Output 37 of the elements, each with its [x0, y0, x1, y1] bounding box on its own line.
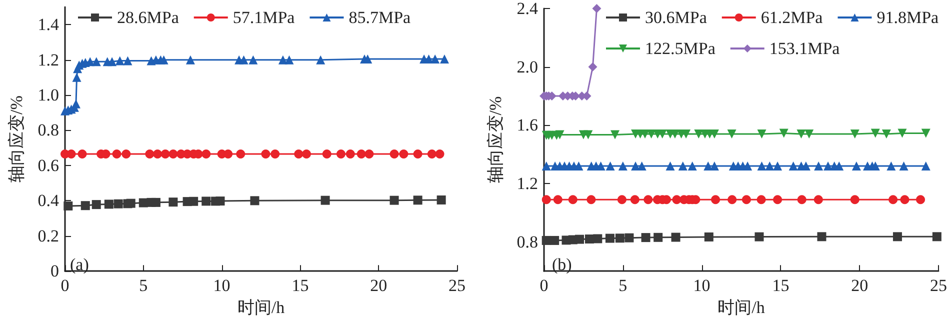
y-tick-label: 2.0 — [516, 57, 538, 76]
annotation: (a) — [70, 255, 89, 274]
x-tick-label: 25 — [448, 276, 466, 296]
x-tick-label: 10 — [213, 276, 230, 296]
y-tick-label: 1.4 — [38, 15, 60, 34]
y-tick-label: 0.8 — [38, 120, 59, 140]
x-tick-label: 20 — [851, 276, 868, 296]
x-tick-label: 25 — [930, 276, 947, 296]
x-axis-title: 时间/h — [718, 298, 766, 317]
legend-label: 153.1MPa — [769, 39, 840, 58]
x-tick-label: 20 — [370, 276, 388, 296]
legend-label: 30.6MPa — [645, 8, 708, 27]
y-axis-title: 轴向应变/% — [486, 96, 505, 184]
y-tick-label: 0.2 — [38, 226, 59, 246]
y-tick-label: 1.0 — [38, 86, 59, 105]
y-tick-label: 1.2 — [516, 174, 538, 194]
x-tick-label: 15 — [772, 276, 790, 296]
y-tick-label: 2.4 — [516, 0, 538, 18]
x-axis-title: 时间/h — [237, 298, 286, 317]
legend-label: 91.8MPa — [876, 8, 940, 27]
x-tick-label: 10 — [693, 276, 710, 296]
legend-label: 57.1MPa — [232, 8, 296, 27]
legend-label: 122.5MPa — [645, 39, 716, 58]
x-tick-label: 15 — [292, 276, 309, 296]
y-tick-label: 0.8 — [516, 232, 538, 252]
y-tick-label: 1.2 — [38, 50, 59, 70]
legend-label: 61.2MPa — [760, 8, 824, 27]
x-tick-label: 5 — [618, 276, 628, 296]
legend-label: 85.7MPa — [348, 8, 412, 27]
annotation: (b) — [552, 255, 572, 274]
y-axis-title: 轴向应变/% — [7, 96, 26, 182]
x-tick-label: 5 — [139, 276, 148, 296]
y-tick-label: 0.6 — [38, 156, 59, 175]
y-tick-label: 1.6 — [516, 116, 538, 135]
legend-label: 28.6MPa — [117, 8, 180, 27]
y-tick-label: 0.4 — [38, 191, 60, 210]
y-tick-label: 0 — [50, 262, 59, 281]
